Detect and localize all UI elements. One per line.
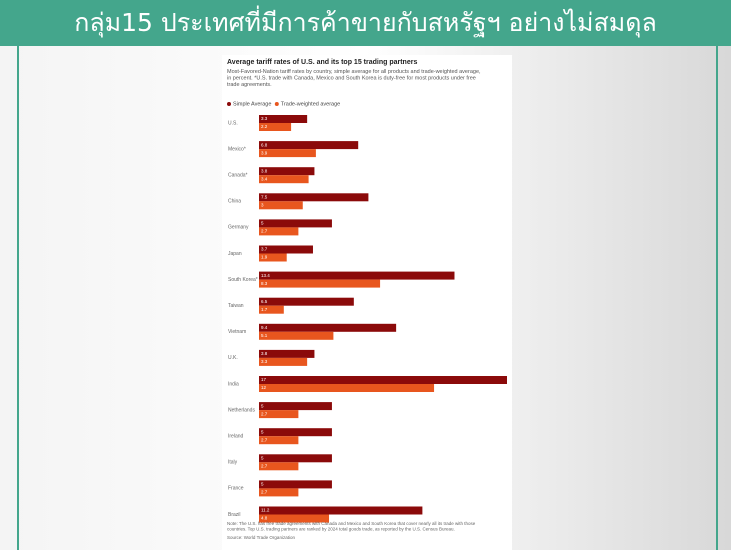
bar (259, 305, 284, 314)
category-label: Mexico* (228, 146, 246, 152)
value-label: 6.5 (261, 299, 268, 304)
value-label: 2.7 (261, 490, 268, 495)
bar (259, 331, 334, 340)
category-label: India (228, 381, 239, 387)
value-label: 8.3 (261, 281, 268, 286)
value-label: 3.8 (261, 168, 268, 173)
value-label: 6.8 (261, 142, 268, 147)
chart-subtitle-line: Most-Favored-Nation tariff rates by coun… (227, 69, 481, 75)
chart-subtitle: Most-Favored-Nation tariff rates by coun… (227, 69, 481, 88)
value-label: 9.4 (261, 325, 268, 330)
value-label: 12 (261, 385, 267, 390)
category-label: Vietnam (228, 329, 246, 335)
category-label: Germany (228, 225, 249, 231)
chart-title: Average tariff rates of U.S. and its top… (227, 59, 417, 66)
bar (259, 297, 354, 306)
bar (259, 506, 423, 515)
bar (259, 175, 309, 184)
header-title: กลุ่ม15 ประเทศที่มีการค้าขายกับสหรัฐฯ อย… (0, 0, 731, 46)
bar (259, 454, 332, 463)
category-label: France (228, 486, 244, 492)
bar (259, 219, 332, 228)
value-label: 2.7 (261, 229, 268, 234)
bar (259, 323, 397, 332)
value-label: 2.2 (261, 124, 268, 129)
chart-subtitle-line: in percent. *U.S. trade with Canada, Mex… (227, 76, 476, 82)
value-label: 3.9 (261, 150, 268, 155)
value-label: 5 (261, 403, 264, 408)
value-label: 5 (261, 455, 264, 460)
category-label: Italy (228, 460, 238, 466)
bar (259, 480, 332, 489)
category-label: U.S. (228, 120, 238, 126)
value-label: 17 (261, 377, 267, 382)
value-label: 7.5 (261, 194, 268, 199)
value-label: 3.3 (261, 359, 268, 364)
value-label: 3.4 (261, 176, 268, 181)
bar (259, 462, 299, 471)
bar (259, 271, 455, 280)
bar (259, 279, 381, 288)
bar (259, 123, 292, 131)
bar (259, 428, 332, 437)
legend-label: Simple Average (233, 101, 271, 107)
bar (259, 167, 315, 176)
bar (259, 436, 299, 445)
value-label: 3.7 (261, 247, 268, 252)
value-label: 5 (261, 221, 264, 226)
legend-label: Trade-weighted average (281, 101, 340, 107)
chart-subtitle-line: trade agreements. (227, 82, 272, 88)
value-label: 2.7 (261, 437, 268, 442)
value-label: 3.8 (261, 351, 268, 356)
legend-swatch (274, 102, 279, 106)
chart-note-line: Note: The U.S. has free trade agreements… (227, 521, 476, 526)
bar (259, 193, 369, 202)
value-label: 13.4 (261, 273, 270, 278)
category-label: Japan (228, 251, 242, 257)
chart-source: Source: World Trade Organization (227, 535, 295, 540)
category-label: Taiwan (228, 303, 244, 309)
bar (259, 402, 332, 411)
value-label: 5 (261, 482, 264, 487)
bar (259, 514, 330, 523)
bar (259, 201, 303, 210)
value-label: 2.7 (261, 463, 268, 468)
value-label: 4.8 (261, 516, 268, 521)
category-label: Brazil (228, 512, 241, 518)
chart-note-line: countries. Top U.S. trading partners are… (227, 527, 455, 532)
value-label: 3.3 (261, 116, 268, 121)
bar (259, 149, 316, 158)
bar (259, 376, 507, 384)
bar (259, 141, 359, 150)
value-label: 5 (261, 429, 264, 434)
bar (259, 357, 308, 366)
bar (259, 410, 299, 419)
value-label: 3 (261, 202, 264, 207)
bar (259, 245, 313, 254)
chart-note: Note: The U.S. has free trade agreements… (227, 521, 476, 532)
bar (259, 253, 287, 262)
bar (259, 227, 299, 236)
bar (259, 384, 435, 392)
category-label: Canada* (228, 173, 248, 179)
value-label: 2.7 (261, 411, 268, 416)
bar (259, 488, 299, 497)
category-label: China (228, 199, 241, 205)
category-label: Ireland (228, 434, 244, 440)
value-label: 1.7 (261, 307, 268, 312)
legend-swatch (227, 102, 231, 106)
value-label: 5.1 (261, 333, 268, 338)
bar (259, 349, 315, 358)
category-label: Netherlands (228, 407, 255, 413)
value-label: 1.9 (261, 255, 268, 260)
bar (259, 115, 308, 123)
category-label: South Korea* (228, 277, 258, 283)
category-label: U.K. (228, 355, 238, 361)
value-label: 11.2 (261, 508, 270, 513)
